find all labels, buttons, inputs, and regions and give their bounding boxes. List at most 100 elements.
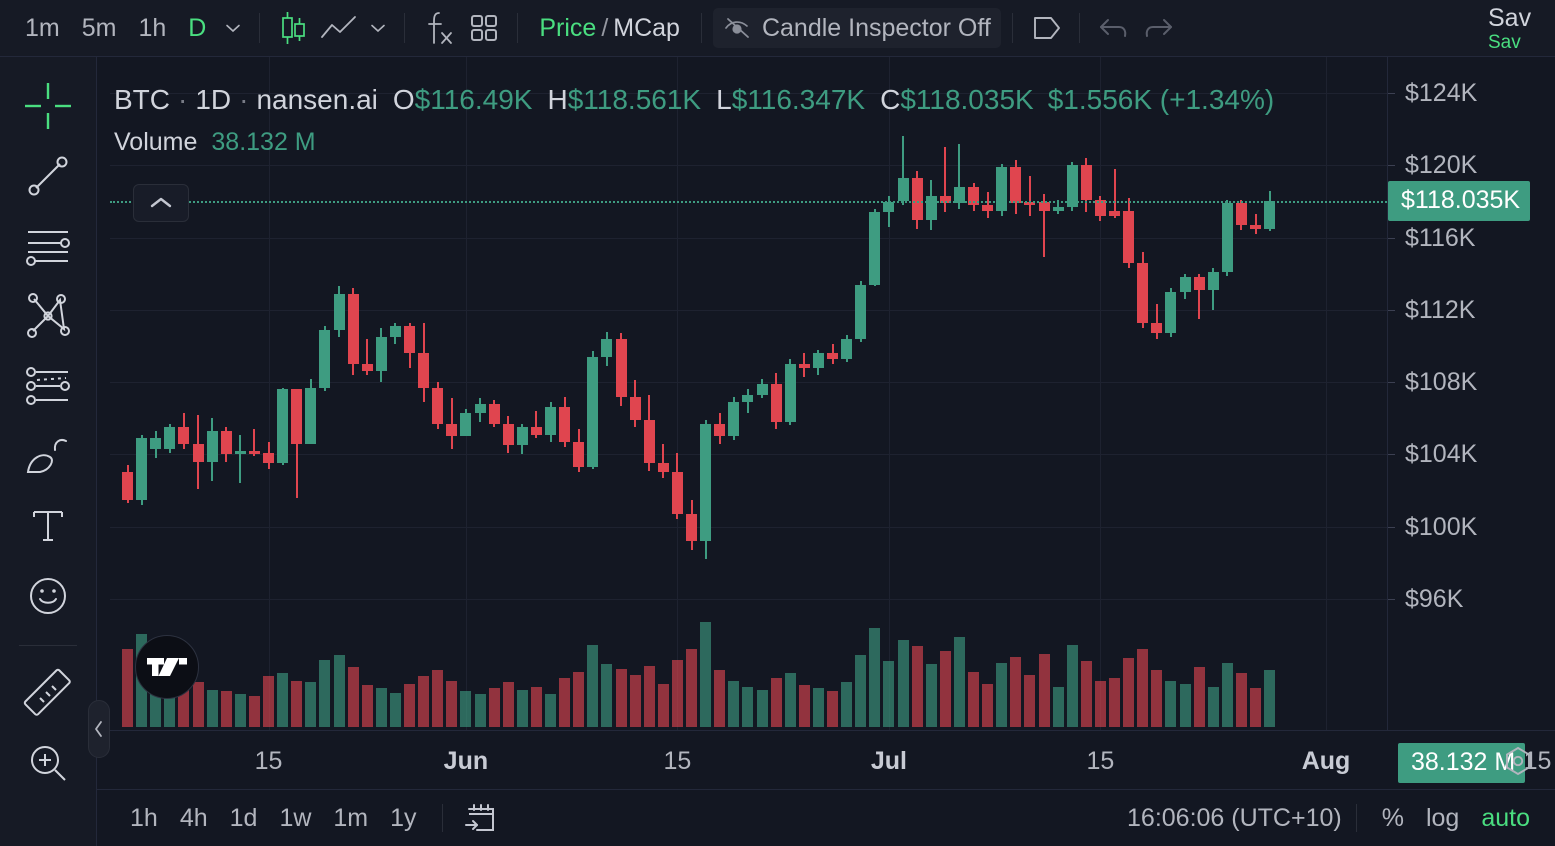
candle-wick bbox=[1155, 304, 1158, 339]
grid-layout-icon[interactable] bbox=[462, 8, 506, 48]
interval-5m[interactable]: 5m bbox=[81, 13, 117, 42]
scale-percent[interactable]: % bbox=[1381, 803, 1404, 832]
candle-body bbox=[573, 441, 585, 467]
redo-arrow-icon[interactable] bbox=[1137, 8, 1181, 48]
legend-interval[interactable]: 1D bbox=[195, 84, 232, 115]
projection-tool-icon[interactable] bbox=[17, 355, 79, 417]
volume-bar bbox=[1165, 680, 1177, 727]
candle-wick bbox=[1113, 168, 1116, 218]
candle-body bbox=[643, 420, 655, 464]
trend-line-icon[interactable] bbox=[17, 145, 79, 207]
range-1d[interactable]: 1d bbox=[229, 803, 258, 832]
fx-indicators-icon[interactable] bbox=[416, 8, 460, 48]
tag-icon[interactable] bbox=[1024, 8, 1068, 48]
price-label[interactable]: Price bbox=[539, 13, 597, 42]
drawing-tools-sidebar bbox=[0, 57, 97, 846]
candle-body bbox=[545, 407, 556, 435]
legend-symbol[interactable]: BTC bbox=[114, 84, 170, 115]
price-axis-tick bbox=[1388, 237, 1395, 239]
candle-inspector-toggle[interactable]: Candle Inspector Off bbox=[712, 8, 1001, 48]
volume-bar bbox=[671, 659, 683, 727]
divider bbox=[1011, 13, 1013, 43]
divider bbox=[19, 645, 77, 646]
current-volume-badge[interactable]: 38.132 M bbox=[1398, 743, 1526, 783]
current-price-badge[interactable]: $118.035K bbox=[1388, 180, 1531, 221]
range-1m[interactable]: 1m bbox=[333, 803, 369, 832]
scale-auto[interactable]: auto bbox=[1481, 803, 1530, 832]
bottom-toolbar: 1h 4h 1d 1w 1m 1y 16:06:06 (UTC+10) bbox=[97, 789, 1555, 846]
volume-bar bbox=[700, 622, 712, 727]
volume-bar bbox=[220, 691, 232, 727]
chevron-up-icon[interactable] bbox=[133, 184, 189, 222]
legend-volume-row: Volume 38.132 M bbox=[114, 127, 1274, 157]
volume-bar bbox=[643, 665, 655, 727]
chart-plot-area[interactable] bbox=[110, 57, 1387, 730]
emoji-sticker-icon[interactable] bbox=[17, 565, 79, 627]
volume-bar bbox=[1151, 670, 1163, 727]
candle-body bbox=[1221, 203, 1233, 272]
price-axis-tick bbox=[1388, 93, 1395, 95]
candle-body bbox=[418, 353, 430, 388]
volume-bar bbox=[460, 691, 472, 727]
range-1h[interactable]: 1h bbox=[130, 803, 158, 832]
chevron-down-icon[interactable] bbox=[218, 8, 248, 48]
candle-body bbox=[333, 293, 345, 330]
candle-body bbox=[629, 396, 641, 421]
candlestick-icon[interactable] bbox=[271, 8, 315, 48]
candle-body bbox=[968, 187, 979, 206]
legend-open: O$116.49K bbox=[393, 83, 533, 117]
volume-bar bbox=[601, 664, 613, 727]
legend-dot: · bbox=[178, 84, 188, 115]
range-1y[interactable]: 1y bbox=[390, 803, 417, 832]
price-mcap-toggle[interactable]: Price / MCap bbox=[529, 8, 690, 48]
save-layout-button[interactable]: Sav Sav bbox=[1480, 0, 1555, 57]
candle-body bbox=[869, 212, 881, 285]
chart-pane[interactable]: BTC · 1D · nansen.ai O$116.49K H$118.561… bbox=[97, 57, 1555, 846]
chart-clock[interactable]: 16:06:06 (UTC+10) bbox=[1127, 803, 1342, 832]
low-value: $116.347K bbox=[731, 84, 866, 115]
volume-bar bbox=[1123, 658, 1135, 727]
gridline-vertical bbox=[1100, 57, 1102, 730]
time-axis-label: 15 bbox=[663, 747, 692, 775]
candle-body bbox=[305, 387, 317, 444]
volume-bar bbox=[869, 628, 881, 727]
scale-log[interactable]: log bbox=[1425, 803, 1460, 832]
zoom-in-icon[interactable] bbox=[17, 732, 79, 794]
cursor-crosshair-icon[interactable] bbox=[17, 75, 79, 137]
interval-d[interactable]: D bbox=[188, 13, 207, 42]
sidebar-collapse-handle[interactable] bbox=[88, 700, 110, 758]
undo-arrow-icon[interactable] bbox=[1091, 8, 1135, 48]
series-chevron-down-icon[interactable] bbox=[363, 8, 393, 48]
candle-body bbox=[1109, 210, 1120, 216]
price-axis-label: $116K bbox=[1405, 223, 1476, 252]
candle-body bbox=[1235, 203, 1247, 225]
line-chart-icon[interactable] bbox=[317, 8, 361, 48]
timezone-settings-icon[interactable] bbox=[1501, 744, 1535, 778]
legend-source[interactable]: nansen.ai bbox=[256, 84, 378, 115]
pitchfork-pattern-icon[interactable] bbox=[17, 285, 79, 347]
interval-1m[interactable]: 1m bbox=[25, 13, 60, 42]
range-1w[interactable]: 1w bbox=[279, 803, 312, 832]
high-key: H bbox=[547, 84, 568, 115]
mcap-label[interactable]: MCap bbox=[613, 13, 680, 42]
volume-label[interactable]: Volume bbox=[114, 128, 198, 156]
volume-bar bbox=[742, 686, 754, 727]
candle-body bbox=[953, 187, 965, 204]
interval-1h[interactable]: 1h bbox=[138, 13, 167, 42]
measure-ruler-icon[interactable] bbox=[17, 662, 79, 724]
time-axis-label: Jul bbox=[870, 747, 907, 775]
tradingview-logo[interactable] bbox=[135, 635, 199, 699]
price-axis[interactable]: $124K $120K $116K $112K $108K $104K $100K $96K $… bbox=[1387, 57, 1555, 783]
text-tool-icon[interactable] bbox=[17, 495, 79, 557]
range-4h[interactable]: 4h bbox=[179, 803, 208, 832]
fib-retracement-icon[interactable] bbox=[17, 215, 79, 277]
calendar-goto-icon[interactable] bbox=[457, 799, 505, 837]
volume-bar bbox=[968, 671, 979, 727]
volume-bar bbox=[164, 686, 176, 727]
candle-body bbox=[827, 353, 838, 359]
candle-body bbox=[1024, 201, 1036, 205]
volume-bar bbox=[1024, 674, 1036, 727]
time-axis[interactable]: 15 Jun 15 Jul 15 Aug 15 bbox=[97, 730, 1555, 789]
brush-draw-icon[interactable] bbox=[17, 425, 79, 487]
candle-inspector-label: Candle Inspector Off bbox=[761, 13, 991, 42]
